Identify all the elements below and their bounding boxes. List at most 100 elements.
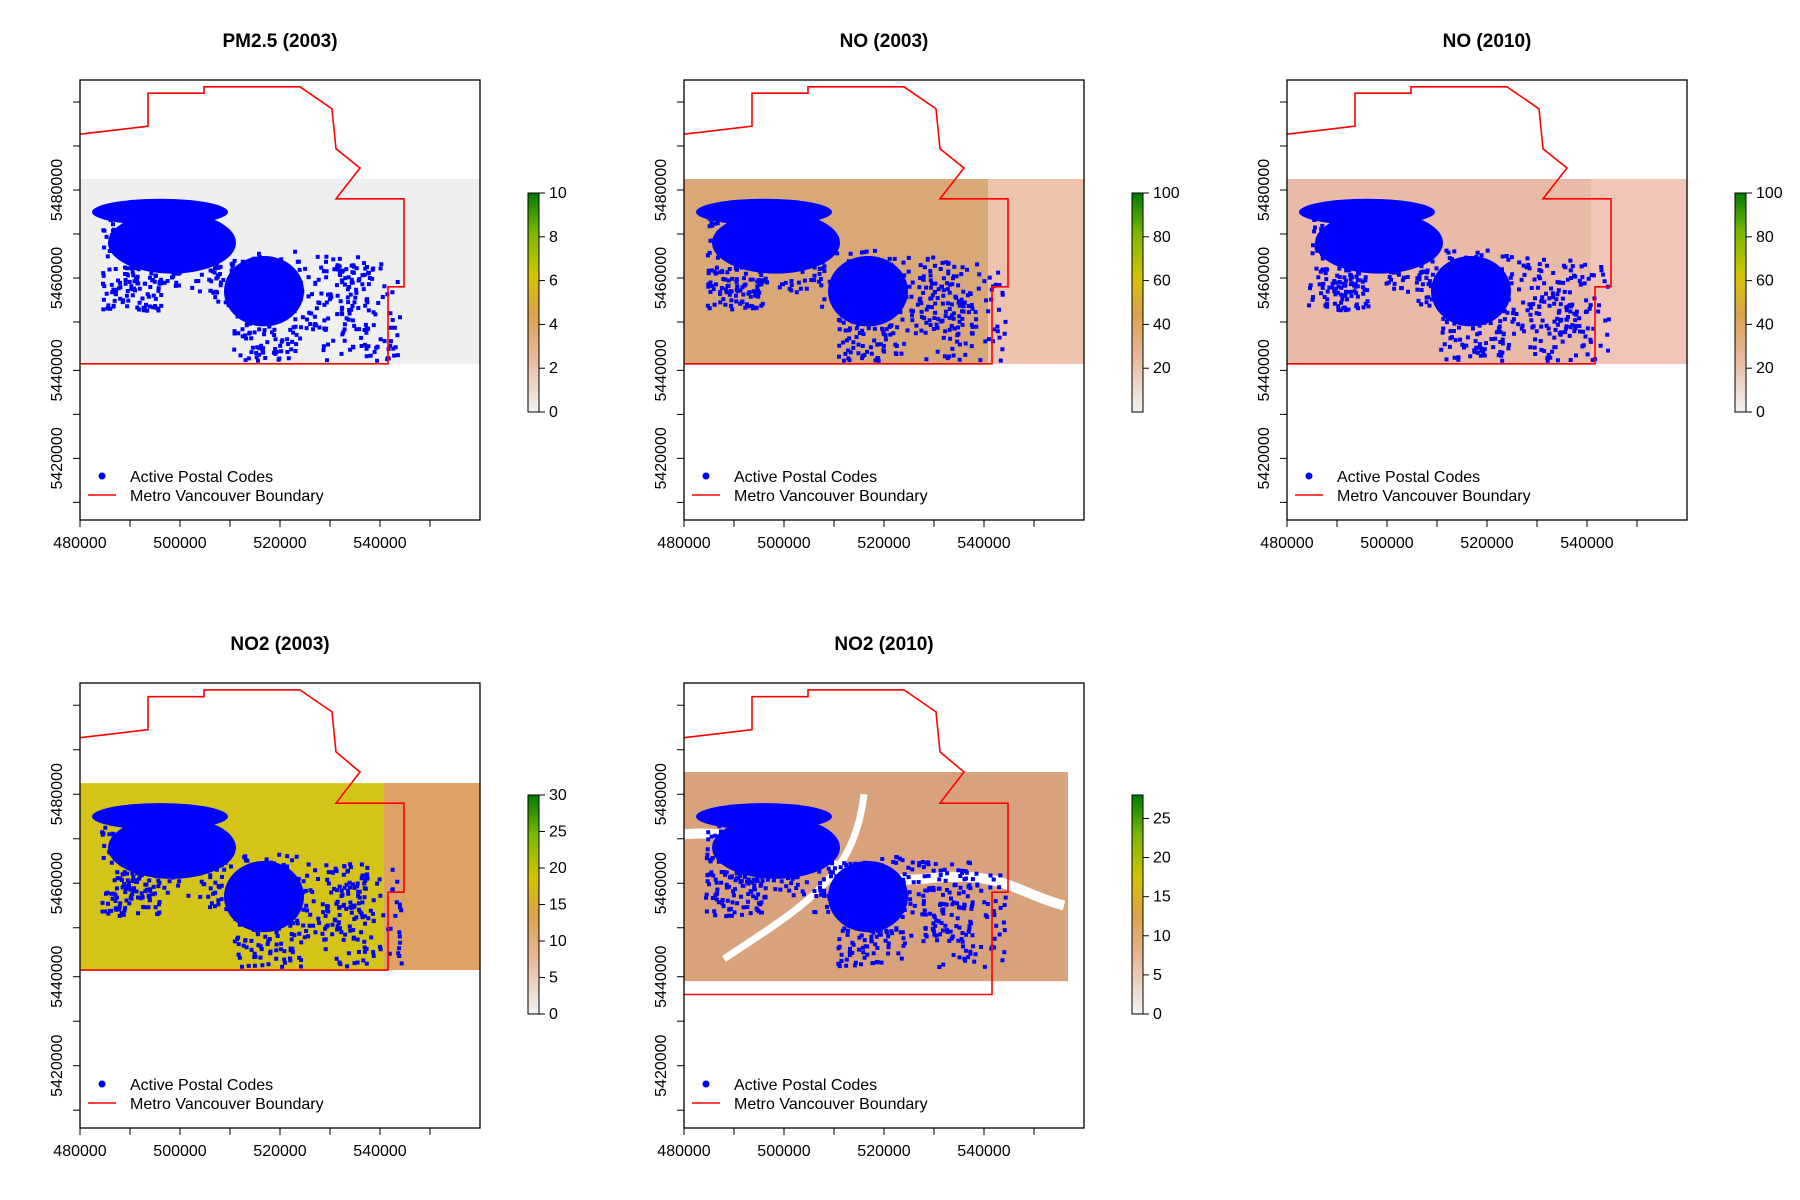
colorbar-tick-label: 30 <box>549 787 567 804</box>
active-postal-codes <box>696 803 1008 969</box>
colorbar-gradient <box>1131 794 1144 1015</box>
colorbar-tick-label: 0 <box>549 404 558 421</box>
x-tick-label: 500000 <box>1360 535 1413 552</box>
y-tick-label: 5420000 <box>49 1034 66 1096</box>
y-tick-label: 5460000 <box>653 247 670 309</box>
colorbar-tick-label: 25 <box>549 824 567 841</box>
metro-vancouver-boundary <box>683 86 1009 365</box>
dense-points-north <box>92 198 228 226</box>
y-tick-label: 5480000 <box>653 763 670 825</box>
dense-points-north <box>696 803 832 830</box>
colorbar-tick-label: 60 <box>1756 273 1774 290</box>
colorbar-tick-label: 6 <box>549 273 558 290</box>
metro-vancouver-boundary <box>1286 86 1612 365</box>
colorbar-gradient <box>1734 192 1747 413</box>
legend-point-symbol <box>702 1080 710 1088</box>
panel-title: NO (2010) <box>1443 31 1532 52</box>
y-tick-label: 5480000 <box>653 159 670 221</box>
x-tick-label: 520000 <box>253 1143 306 1160</box>
map-panel-no2-2010: NO2 (2010) 480000 500000 520000 540000 542000… <box>653 634 1171 1160</box>
dense-points-central <box>828 256 908 327</box>
colorbar-tick-label: 10 <box>1153 928 1171 945</box>
colorbar: 0 5 10 15 20 25 <box>1131 794 1171 1023</box>
dense-points-central <box>1431 256 1511 327</box>
y-tick-label: 5440000 <box>49 339 66 401</box>
x-tick-label: 540000 <box>353 1143 406 1160</box>
y-tick-label: 5420000 <box>653 1034 670 1096</box>
colorbar-tick-label: 2 <box>549 360 558 377</box>
x-tick-label: 480000 <box>657 535 710 552</box>
colorbar-tick-label: 100 <box>1153 185 1180 202</box>
legend-point-symbol <box>98 472 106 480</box>
legend-line-label: Metro Vancouver Boundary <box>1337 488 1531 505</box>
colorbar-tick-label: 100 <box>1756 185 1783 202</box>
colorbar-tick-label: 20 <box>1153 850 1171 867</box>
dense-points-west <box>712 212 840 274</box>
x-tick-label: 540000 <box>353 535 406 552</box>
map-panel-no-2010: NO (2010) 480000 500000 520000 540000 5420000… <box>1256 31 1783 552</box>
metro-vancouver-boundary <box>79 689 405 971</box>
panel-title: NO2 (2010) <box>834 634 933 655</box>
colorbar-tick-label: 4 <box>549 316 558 333</box>
east-surface <box>988 179 1084 364</box>
y-tick-label: 5420000 <box>49 427 66 489</box>
dense-points-central <box>224 256 304 327</box>
colorbar-tick-label: 5 <box>549 970 558 987</box>
colorbar-tick-label: 20 <box>1153 360 1171 377</box>
x-tick-label: 540000 <box>957 1143 1010 1160</box>
x-tick-label: 500000 <box>153 1143 206 1160</box>
colorbar-tick-label: 40 <box>1756 316 1774 333</box>
colorbar-tick-label: 0 <box>1756 404 1765 421</box>
y-tick-label: 5460000 <box>1256 247 1273 309</box>
colorbar-tick-label: 15 <box>549 897 567 914</box>
postal-code-points <box>1307 206 1611 363</box>
colorbar-tick-label: 40 <box>1153 316 1171 333</box>
x-tick-label: 500000 <box>757 535 810 552</box>
colorbar: 0 20 40 60 80 100 <box>1734 185 1783 421</box>
legend-points-label: Active Postal Codes <box>734 469 877 486</box>
panel-title: PM2.5 (2003) <box>222 31 337 52</box>
x-tick-label: 480000 <box>1260 535 1313 552</box>
y-tick-label: 5440000 <box>653 945 670 1007</box>
y-tick-label: 5440000 <box>1256 339 1273 401</box>
y-tick-label: 5420000 <box>1256 427 1273 489</box>
legend-points-label: Active Postal Codes <box>734 1077 877 1094</box>
colorbar-gradient <box>1131 192 1144 413</box>
dense-points-west <box>108 212 236 274</box>
legend-line-label: Metro Vancouver Boundary <box>130 488 324 505</box>
colorbar-tick-label: 5 <box>1153 967 1162 984</box>
map-panel-pm25-2003: PM2.5 (2003) 480000 500000 520000 540000 5420… <box>49 31 567 552</box>
colorbar-tick-label: 80 <box>1756 229 1774 246</box>
legend-line-label: Metro Vancouver Boundary <box>734 1096 928 1113</box>
colorbar-tick-label: 0 <box>1153 1006 1162 1023</box>
legend-points-label: Active Postal Codes <box>1337 469 1480 486</box>
x-tick-label: 520000 <box>857 535 910 552</box>
colorbar-tick-label: 8 <box>549 229 558 246</box>
active-postal-codes <box>1299 198 1611 363</box>
legend-point-symbol <box>1305 472 1313 480</box>
active-postal-codes <box>92 803 404 969</box>
legend-points-label: Active Postal Codes <box>130 1077 273 1094</box>
dense-points-north <box>1299 198 1435 226</box>
metro-vancouver-boundary <box>683 689 1009 996</box>
y-tick-label: 5460000 <box>653 852 670 914</box>
legend-point-symbol <box>98 1080 106 1088</box>
y-tick-label: 5440000 <box>653 339 670 401</box>
dense-points-north <box>696 198 832 226</box>
panel-title: NO2 (2003) <box>230 634 329 655</box>
colorbar-gradient <box>527 192 540 413</box>
colorbar-tick-label: 80 <box>1153 229 1171 246</box>
dense-points-west <box>108 816 236 879</box>
active-postal-codes <box>92 198 403 363</box>
dense-points-central <box>828 861 908 933</box>
panel-title: NO (2003) <box>840 31 929 52</box>
colorbar-gradient <box>527 794 540 1015</box>
map-panel-no-2003: NO (2003) 480000 500000 520000 540000 5420000… <box>653 31 1180 552</box>
y-tick-label: 5460000 <box>49 247 66 309</box>
metro-vancouver-boundary <box>79 86 405 365</box>
dense-points-north <box>92 803 228 830</box>
colorbar-tick-label: 20 <box>549 860 567 877</box>
x-tick-label: 520000 <box>253 535 306 552</box>
x-tick-label: 520000 <box>1460 535 1513 552</box>
